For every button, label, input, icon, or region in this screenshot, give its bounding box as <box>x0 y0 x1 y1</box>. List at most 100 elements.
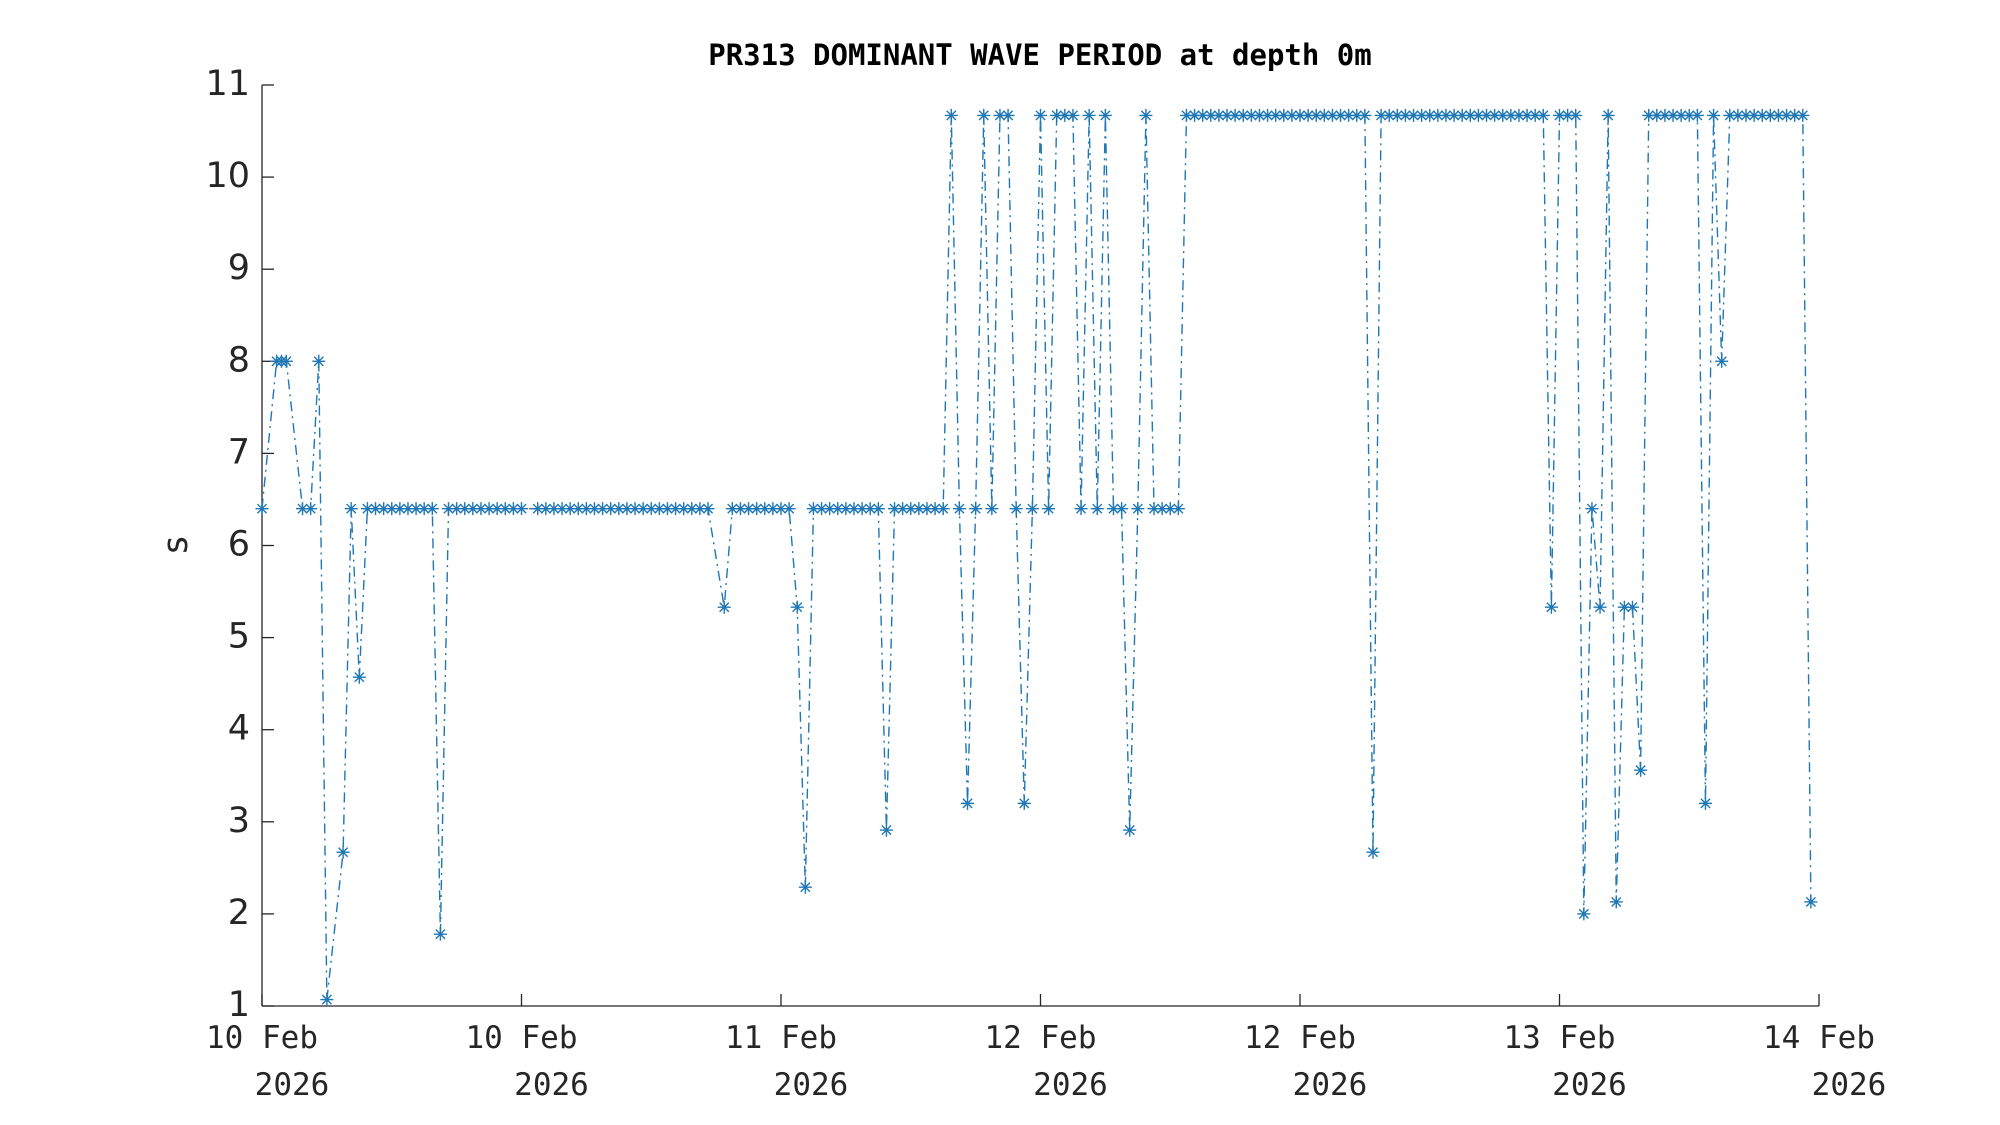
marker <box>1771 108 1785 122</box>
marker <box>636 502 650 516</box>
marker <box>385 502 399 516</box>
marker <box>1098 108 1112 122</box>
marker <box>1155 502 1169 516</box>
marker <box>1569 108 1583 122</box>
marker <box>1504 108 1518 122</box>
marker <box>693 502 707 516</box>
marker <box>652 502 666 516</box>
marker <box>1520 108 1534 122</box>
marker <box>1042 502 1056 516</box>
marker <box>1342 108 1356 122</box>
marker <box>1609 895 1623 909</box>
marker <box>1796 108 1810 122</box>
marker <box>855 502 869 516</box>
marker <box>1739 108 1753 122</box>
marker <box>1131 502 1145 516</box>
marker <box>1666 108 1680 122</box>
marker <box>1471 108 1485 122</box>
marker <box>1439 108 1453 122</box>
marker <box>1780 108 1794 122</box>
x-tick-label: 12 Feb 2026 <box>1244 1020 1367 1103</box>
marker <box>985 502 999 516</box>
marker <box>896 502 910 516</box>
marker <box>1179 108 1193 122</box>
marker <box>425 502 439 516</box>
marker <box>863 502 877 516</box>
marker <box>644 502 658 516</box>
marker <box>1228 108 1242 122</box>
marker <box>442 502 456 516</box>
marker <box>912 502 926 516</box>
marker <box>1285 108 1299 122</box>
marker <box>774 502 788 516</box>
marker <box>531 502 545 516</box>
x-tick-label: 11 Feb 2026 <box>725 1020 848 1103</box>
marker <box>1642 108 1656 122</box>
marker <box>1244 108 1258 122</box>
marker <box>1261 108 1275 122</box>
marker <box>1115 502 1129 516</box>
marker <box>993 108 1007 122</box>
marker <box>1382 108 1396 122</box>
marker <box>1755 108 1769 122</box>
marker <box>685 502 699 516</box>
marker <box>1650 108 1664 122</box>
marker <box>1715 354 1729 368</box>
marker <box>1171 502 1185 516</box>
marker <box>1625 600 1639 614</box>
marker <box>1204 108 1218 122</box>
y-tick-label: 4 <box>228 709 250 749</box>
marker <box>1593 600 1607 614</box>
marker <box>806 502 820 516</box>
y-tick-label: 1 <box>228 985 250 1025</box>
y-tick-label: 3 <box>228 801 250 841</box>
marker <box>1707 108 1721 122</box>
marker <box>498 502 512 516</box>
marker <box>360 502 374 516</box>
marker <box>547 502 561 516</box>
marker <box>1325 108 1339 122</box>
marker <box>1698 796 1712 810</box>
marker <box>1236 108 1250 122</box>
marker <box>969 502 983 516</box>
marker <box>815 502 829 516</box>
marker <box>1001 108 1015 122</box>
x-tick-label: 13 Feb 2026 <box>1504 1020 1627 1103</box>
marker <box>725 502 739 516</box>
marker <box>1139 108 1153 122</box>
marker <box>1366 845 1380 859</box>
marker <box>474 502 488 516</box>
marker <box>888 502 902 516</box>
marker <box>1277 108 1291 122</box>
marker <box>1009 502 1023 516</box>
x-tick-label: 14 Feb 2026 <box>1763 1020 1886 1103</box>
marker <box>352 670 366 684</box>
marker <box>1682 108 1696 122</box>
marker <box>677 502 691 516</box>
marker <box>1058 108 1072 122</box>
marker <box>1512 108 1526 122</box>
marker <box>450 502 464 516</box>
marker <box>1601 108 1615 122</box>
y-tick-label: 6 <box>228 525 250 565</box>
marker <box>879 823 893 837</box>
marker <box>515 502 528 516</box>
marker <box>1188 108 1202 122</box>
marker <box>344 502 358 516</box>
marker <box>320 993 334 1007</box>
marker <box>1723 108 1737 122</box>
chart-title: PR313 DOMINANT WAVE PERIOD at depth 0m <box>708 38 1371 72</box>
marker <box>1317 108 1331 122</box>
marker <box>1463 108 1477 122</box>
marker <box>1196 108 1210 122</box>
marker <box>620 502 634 516</box>
marker <box>466 502 480 516</box>
marker <box>1252 108 1266 122</box>
marker <box>1447 108 1461 122</box>
marker <box>1220 108 1234 122</box>
x-tick-label: 12 Feb 2026 <box>985 1020 1108 1103</box>
marker <box>1788 108 1802 122</box>
marker <box>936 502 950 516</box>
marker <box>401 502 415 516</box>
